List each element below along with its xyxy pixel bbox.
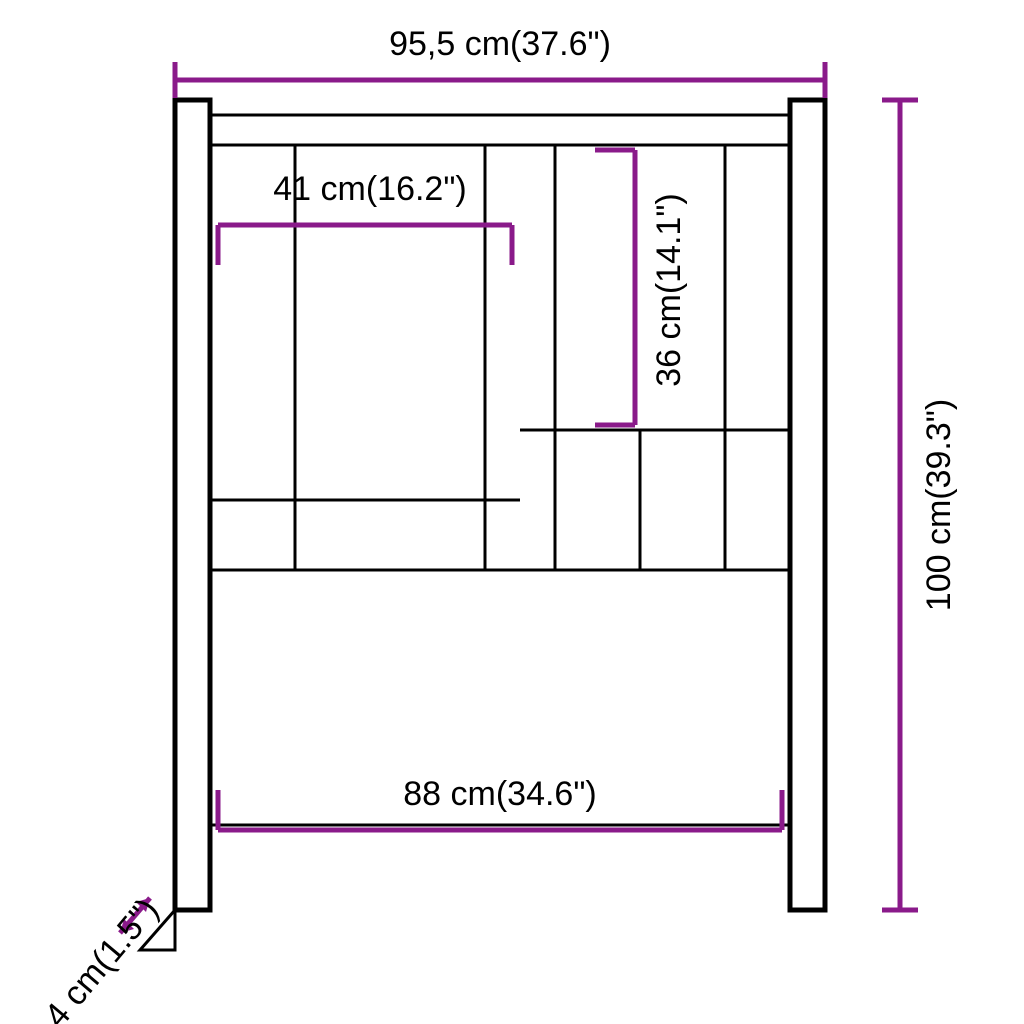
dim-label: 100 cm(39.3") xyxy=(920,399,958,611)
dim-label: 41 cm(16.2") xyxy=(273,170,466,208)
dim-vertical: 100 cm(39.3") xyxy=(882,100,958,910)
dim-label: 95,5 cm(37.6") xyxy=(389,25,611,63)
dim-label: 4 cm(1.5") xyxy=(37,891,166,1024)
right-post xyxy=(790,100,825,910)
dim-41: 41 cm(16.2") xyxy=(218,170,512,265)
dim-88: 88 cm(34.6") xyxy=(218,775,782,830)
left-post xyxy=(175,100,210,910)
dim-label: 88 cm(34.6") xyxy=(403,775,596,813)
dim-label: 36 cm(14.1") xyxy=(650,193,688,386)
dim-36: 36 cm(14.1") xyxy=(595,150,688,425)
dim-4: 4 cm(1.5") xyxy=(37,891,166,1024)
top-rail xyxy=(210,115,790,145)
dim-horizontal: 95,5 cm(37.6") xyxy=(175,25,825,98)
